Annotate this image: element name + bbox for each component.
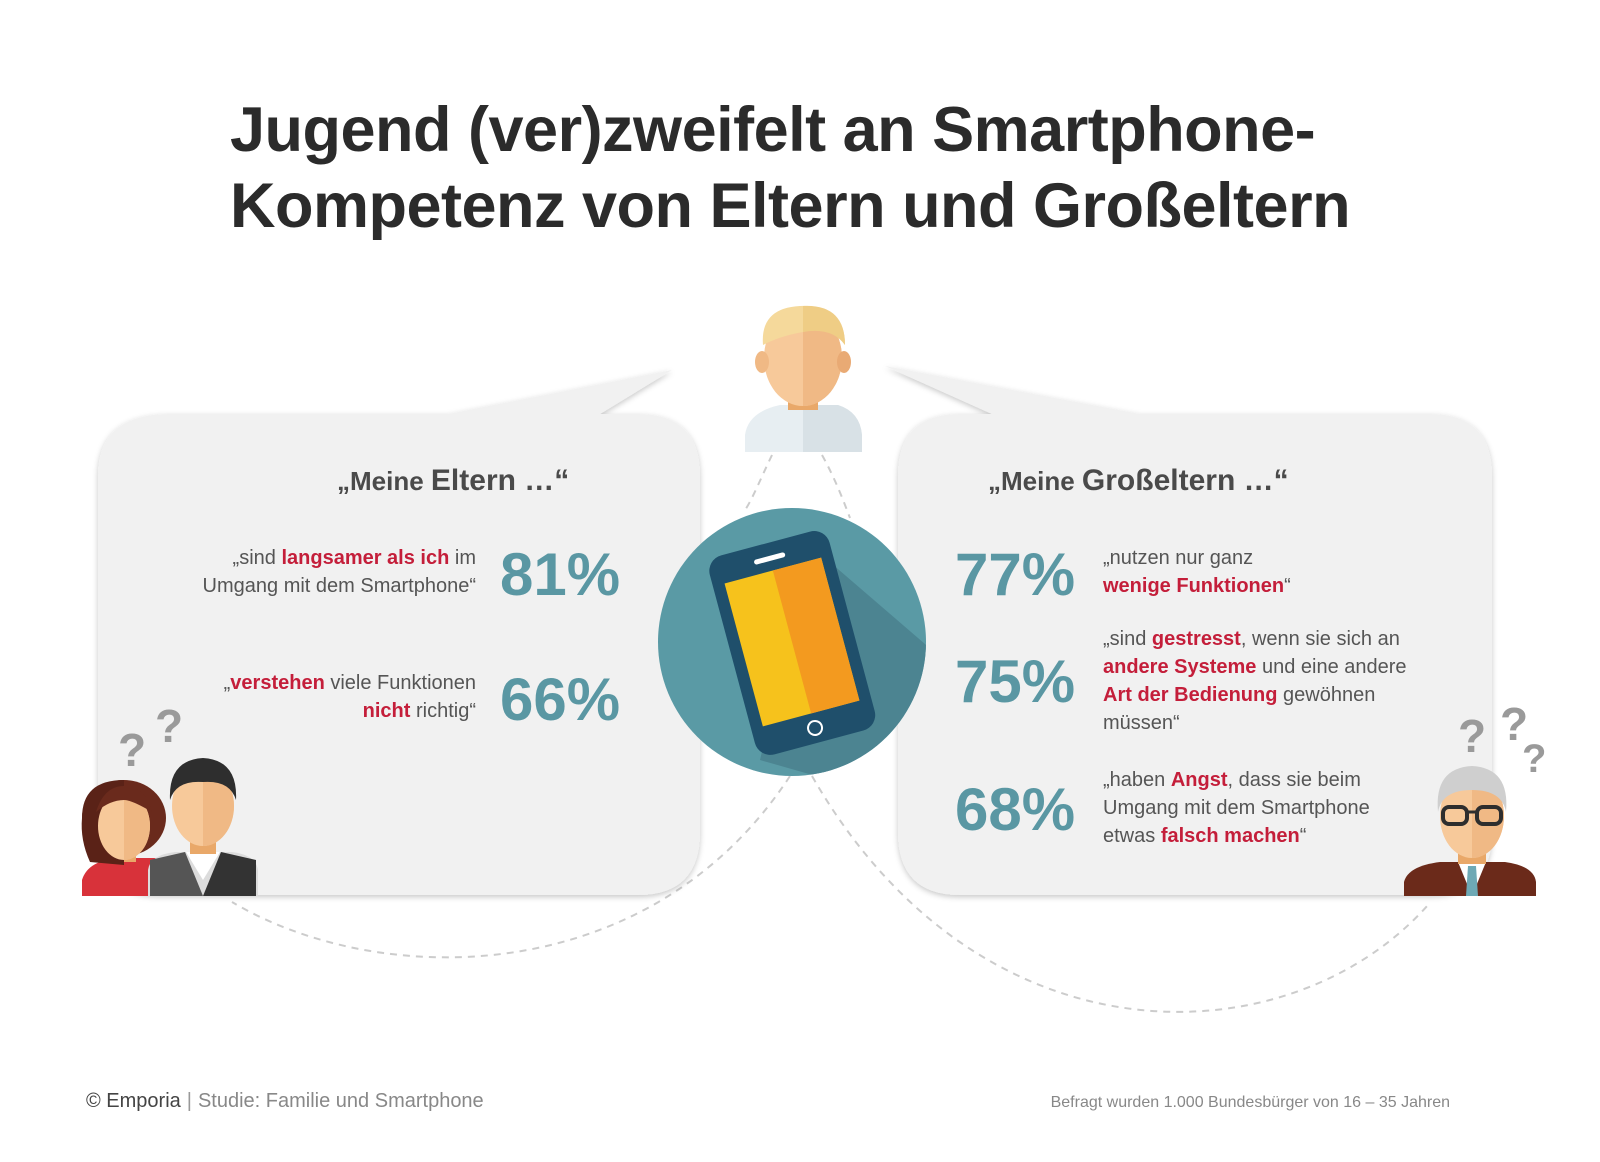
statement-text: „nutzen nur ganz (1103, 547, 1254, 569)
smartphone-icon (658, 508, 926, 776)
highlight-text: Art der Bedienung (1103, 684, 1278, 706)
statement-text: viele Funktionen (324, 672, 476, 694)
parents-statement-1: „sind langsamer als ich im Umgang mit dem… (140, 544, 476, 600)
grandparents-statement-2: „sind gestresst, wenn sie sich an andere … (1103, 625, 1463, 737)
statement-text: und eine andere (1256, 656, 1407, 678)
survey-note: Befragt wurden 1.000 Bundesbürger von 16… (1050, 1094, 1450, 1111)
highlight-text: langsamer als ich (281, 547, 450, 569)
footer-source: © Emporia | Studie: Familie und Smartphone (86, 1090, 484, 1113)
highlight-text: falsch machen (1160, 825, 1300, 847)
grandparents-percent-1: 77% (955, 541, 1076, 608)
copyright-label: © Emporia (86, 1090, 181, 1112)
page-title: Jugend (ver)zweifelt an Smartphone- Komp… (230, 92, 1430, 244)
statement-text: „haben (1103, 769, 1171, 791)
highlight-text: wenige Funktionen (1103, 575, 1285, 597)
highlight-text: andere Systeme (1103, 656, 1257, 678)
question-mark-icon: ? (118, 724, 146, 776)
question-mark-icon: ? (155, 700, 183, 752)
statement-text: müssen“ (1103, 712, 1180, 734)
title-line-1: Jugend (ver)zweifelt an Smartphone- (230, 95, 1316, 165)
title-line-2: Kompetenz von Eltern und Großeltern (230, 171, 1351, 241)
statement-text: , wenn sie sich an (1240, 628, 1400, 650)
statement-text: richtig“ (410, 700, 476, 722)
parents-speech-bubble (98, 370, 700, 895)
grandparents-statement-3: „haben Angst, dass sie beim Umgang mit de… (1103, 766, 1463, 850)
highlight-text: verstehen (230, 672, 325, 694)
statement-text: “ (1299, 825, 1307, 847)
question-mark-icon: ? (1458, 710, 1486, 762)
statement-text: “ (1284, 575, 1291, 597)
statement-text: , dass sie beim (1227, 769, 1361, 791)
highlight-text: nicht (362, 700, 411, 722)
grandparents-percent-3: 68% (955, 776, 1076, 843)
footer-separator: | (186, 1090, 192, 1112)
grandparents-percent-2: 75% (955, 648, 1076, 715)
highlight-text: gestresst (1151, 628, 1241, 650)
statement-text: Umgang mit dem Smartphone (1103, 797, 1370, 819)
connector-lines (231, 454, 1429, 1013)
parents-statement-2: „verstehen viele Funktionen nicht richtig… (140, 669, 476, 725)
youth-avatar-icon (745, 305, 862, 452)
highlight-text: Angst (1170, 769, 1228, 791)
statement-text: „sind (1103, 628, 1152, 650)
statement-text: gewöhnen (1277, 684, 1376, 706)
grandparents-heading: „Meine Großeltern …“ (988, 464, 1289, 497)
statement-text: im (449, 547, 476, 569)
father-icon (148, 758, 258, 896)
study-label: Studie: Familie und Smartphone (197, 1090, 484, 1112)
statement-text: „ (223, 672, 231, 694)
question-mark-icon: ? (1522, 737, 1546, 781)
grandfather-icon (1404, 766, 1536, 896)
parents-percent-2: 66% (500, 666, 621, 733)
statement-text: Umgang mit dem Smartphone“ (202, 575, 476, 597)
statement-text: „sind (232, 547, 282, 569)
parents-percent-1: 81% (500, 541, 621, 608)
question-mark-icon: ? (1500, 698, 1528, 750)
mother-icon (81, 780, 168, 896)
statement-text: etwas (1103, 825, 1161, 847)
parents-heading: „Meine Eltern …“ (337, 464, 570, 497)
grandparents-statement-1: „nutzen nur ganz wenige Funktionen“ (1103, 544, 1463, 600)
grandparents-speech-bubble (885, 366, 1492, 895)
